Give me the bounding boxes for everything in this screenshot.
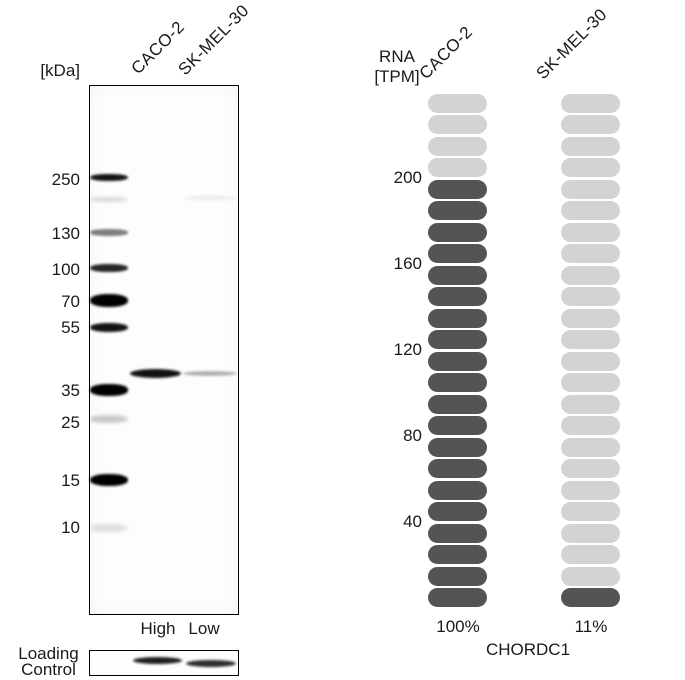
- rna-segment-skmel30-23: [561, 566, 620, 586]
- rna-segment-caco2-17: [428, 437, 487, 457]
- rna-segment-caco2-18: [428, 459, 487, 478]
- loading-control-band-caco2: [133, 656, 182, 664]
- wb-marker-label-10: 10: [61, 518, 80, 537]
- wb-marker-band-4: [90, 293, 128, 307]
- rna-segment-skmel30-7: [561, 222, 620, 242]
- rna-tick-80: 80: [403, 426, 422, 445]
- wb-marker-band-6: [90, 384, 128, 396]
- rna-segment-caco2-19: [428, 480, 487, 500]
- rna-segment-skmel30-21: [561, 523, 620, 543]
- rna-segment-caco2-12: [428, 330, 487, 349]
- wb-marker-band-7: [90, 415, 128, 423]
- wb-marker-label-55: 55: [61, 317, 80, 337]
- rna-segment-caco2-14: [428, 373, 487, 392]
- gene-name-label: CHORDC1: [485, 640, 571, 659]
- wb-band-caco2-38kda: [130, 368, 181, 378]
- rna-segment-caco2-22: [428, 545, 487, 564]
- rna-segment-skmel30-3: [561, 136, 620, 156]
- loading-control-label-line2: Control: [21, 660, 76, 679]
- rna-segment-skmel30-10: [561, 287, 620, 306]
- rna-segment-skmel30-20: [561, 502, 620, 521]
- rna-segment-skmel30-12: [561, 330, 620, 349]
- wb-marker-label-35: 35: [61, 381, 80, 400]
- rna-segment-skmel30-24: [561, 588, 620, 607]
- rna-segment-caco2-16: [428, 416, 487, 435]
- wb-amount-label-low: Low: [188, 619, 220, 638]
- rna-segment-skmel30-16: [561, 416, 620, 435]
- rna-segment-caco2-21: [428, 523, 487, 543]
- wb-smear-skmel30: [183, 195, 237, 200]
- rna-segment-caco2-2: [428, 115, 487, 134]
- rna-segment-caco2-4: [428, 158, 487, 177]
- rna-segment-skmel30-13: [561, 351, 620, 371]
- rna-segment-skmel30-1: [561, 93, 620, 113]
- rna-segment-caco2-7: [428, 222, 487, 242]
- rna-segment-caco2-6: [428, 201, 487, 220]
- wb-marker-band-1: [90, 196, 128, 202]
- rna-segment-caco2-8: [428, 244, 487, 263]
- rna-segment-caco2-1: [428, 93, 487, 113]
- wb-marker-band-0: [90, 174, 128, 181]
- rna-segment-caco2-24: [428, 588, 487, 607]
- wb-amount-label-high: High: [140, 619, 176, 638]
- wb-band-skmel30-38kda: [183, 370, 237, 376]
- rna-segment-caco2-9: [428, 265, 487, 285]
- rna-segment-skmel30-18: [561, 459, 620, 478]
- rna-axis-label-line2: [TPM]: [374, 67, 420, 86]
- rna-column-label-skmel30: SK-MEL-30: [532, 4, 611, 84]
- wb-marker-band-3: [90, 263, 128, 272]
- loading-control-label: Loading Control: [8, 644, 89, 679]
- wb-marker-band-5: [90, 322, 128, 333]
- rna-axis-label-line1: RNA: [379, 47, 415, 66]
- rna-tick-160: 160: [393, 254, 422, 273]
- rna-segment-skmel30-19: [561, 480, 620, 500]
- rna-segment-caco2-5: [428, 179, 487, 199]
- rna-segment-caco2-23: [428, 566, 487, 586]
- wb-marker-band-2: [90, 229, 128, 236]
- loading-control-band-skmel30: [186, 659, 236, 667]
- rna-segment-caco2-20: [428, 502, 487, 521]
- wb-lane-label-skmel30: SK-MEL-30: [174, 0, 253, 80]
- rna-percent-skmel30: 11%: [574, 617, 608, 636]
- wb-marker-band-9: [90, 524, 128, 532]
- rna-segment-skmel30-9: [561, 265, 620, 285]
- rna-segment-caco2-15: [428, 394, 487, 414]
- rna-segment-skmel30-4: [561, 158, 620, 177]
- kda-unit-label: [kDa]: [40, 61, 80, 80]
- wb-marker-label-250: 250: [51, 170, 80, 189]
- wb-marker-label-100: 100: [51, 260, 80, 279]
- rna-tick-40: 40: [403, 512, 422, 531]
- loading-control-label-line1: Loading: [18, 644, 79, 663]
- rna-segment-skmel30-11: [561, 308, 620, 328]
- rna-segment-caco2-3: [428, 136, 487, 156]
- wb-membrane: [89, 85, 239, 615]
- rna-segment-skmel30-14: [561, 373, 620, 392]
- rna-segment-skmel30-6: [561, 201, 620, 220]
- rna-segment-caco2-11: [428, 308, 487, 328]
- rna-segment-skmel30-22: [561, 545, 620, 564]
- wb-marker-label-15: 15: [61, 471, 80, 490]
- rna-segment-skmel30-8: [561, 244, 620, 263]
- rna-axis-label: RNA [TPM]: [366, 47, 428, 87]
- rna-percent-caco2: 100%: [436, 617, 480, 636]
- wb-marker-label-25: 25: [61, 413, 80, 432]
- rna-segment-caco2-13: [428, 351, 487, 371]
- rna-segment-skmel30-5: [561, 179, 620, 199]
- rna-segment-skmel30-2: [561, 115, 620, 134]
- wb-marker-label-70: 70: [61, 292, 80, 311]
- rna-segment-skmel30-17: [561, 437, 620, 457]
- wb-marker-band-8: [90, 473, 128, 486]
- rna-tick-200: 200: [393, 168, 422, 187]
- rna-segment-skmel30-15: [561, 394, 620, 414]
- rna-segment-caco2-10: [428, 287, 487, 306]
- wb-marker-label-130: 130: [51, 224, 80, 243]
- rna-tick-120: 120: [393, 340, 422, 359]
